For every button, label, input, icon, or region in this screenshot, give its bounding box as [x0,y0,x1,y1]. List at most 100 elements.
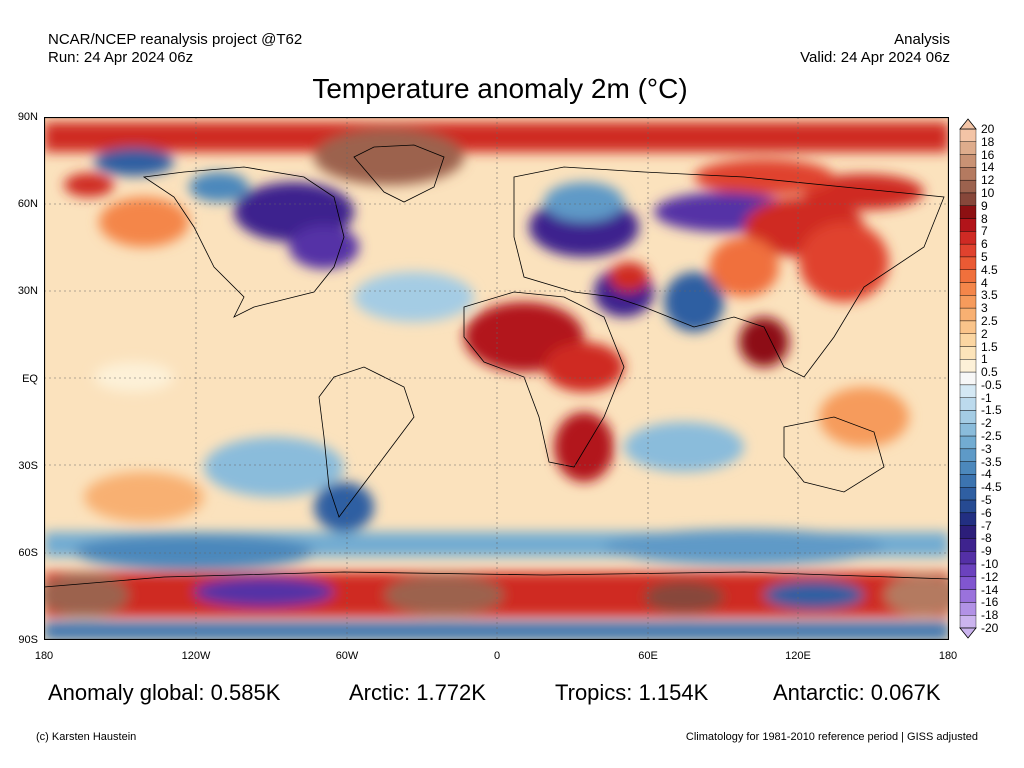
colorbar-cell [959,538,977,552]
colorbar-tick-label: -8 [981,531,992,546]
colorbar-tick-label: -10 [981,557,999,572]
colorbar-cell [959,589,977,603]
colorbar-cell [959,141,977,155]
lon-label-120w: 120W [181,650,211,662]
colorbar-tick-label: -7 [981,518,992,533]
colorbar-tick-label: 20 [981,122,995,136]
colorbar-tick-label: -14 [981,582,999,597]
colorbar-tick-label: -6 [981,505,992,520]
colorbar-cell [959,333,977,347]
colorbar-tick-label: -3.5 [981,454,1002,469]
product-type-label: Analysis [894,31,950,48]
lat-label-60s: 60S [18,547,38,559]
colorbar-tick-label: -4.5 [981,480,1002,495]
colorbar-tick-label: -1 [981,390,992,405]
colorbar-cell [959,243,977,258]
model-source-label: NCAR/NCEP reanalysis project @T62 [48,31,303,48]
lat-label-30s: 30S [18,460,38,472]
colorbar [959,118,977,639]
lon-label-60w: 60W [335,650,359,662]
lat-label-30n: 30N [17,285,38,297]
colorbar-cell [959,602,977,616]
colorbar-cell [959,192,977,206]
arctic-anomaly-stat: Arctic: 1.772K [349,680,486,705]
colorbar-cell [959,563,977,578]
colorbar-cell [959,487,977,501]
colorbar-tick-label: 18 [981,134,995,149]
colorbar-tick-label: 9 [981,198,988,213]
colorbar-tick-label: 8 [981,211,988,226]
colorbar-cell [959,525,977,539]
colorbar-tick-label: 4.5 [981,262,998,277]
colorbar-cell [959,397,977,411]
colorbar-bottom-arrow [959,627,977,639]
lat-label-90s: 90S [18,634,38,646]
colorbar-tick-label: -18 [981,608,999,623]
colorbar-cell [959,615,977,629]
colorbar-tick-label: -2.5 [981,429,1002,444]
colorbar-tick-label: -16 [981,595,999,610]
colorbar-cell [959,231,977,245]
colorbar-cell [959,320,977,334]
lat-label-90n: 90N [17,111,38,123]
colorbar-cell [959,512,977,526]
colorbar-tick-label: -3 [981,441,992,456]
global-anomaly-stat: Anomaly global: 0.585K [48,680,281,705]
tropics-anomaly-stat: Tropics: 1.154K [555,680,709,705]
colorbar-top-arrow [959,118,977,130]
colorbar-cell [959,282,977,296]
colorbar-cell [959,346,977,360]
colorbar-cell [959,423,977,437]
colorbar-tick-label: 3 [981,301,988,316]
lon-label-60e: 60E [638,650,658,662]
colorbar-cell [959,576,977,590]
colorbar-cell [959,307,977,322]
colorbar-tick-label: -12 [981,569,999,584]
lat-label-eq: EQ [22,373,38,385]
colorbar-tick-label: -4 [981,467,992,482]
colorbar-cell [959,461,977,475]
colorbar-tick-label: 7 [981,224,988,239]
lon-label-0: 0 [493,650,501,662]
colorbar-tick-label: -9 [981,544,992,559]
colorbar-cell [959,128,977,142]
colorbar-tick-label: 10 [981,185,995,200]
colorbar-cell [959,269,977,283]
colorbar-cell [959,474,977,488]
colorbar-cell [959,167,977,181]
map-frame [44,117,949,640]
colorbar-tick-label: 12 [981,173,995,188]
run-time-label: Run: 24 Apr 2024 06z [48,49,194,66]
map-title: Temperature anomaly 2m (°C) [312,73,688,104]
colorbar-tick-label: 3.5 [981,288,998,303]
colorbar-cell [959,359,977,373]
colorbar-tick-label: -0.5 [981,377,1002,392]
colorbar-tick-label: -20 [981,621,999,635]
colorbar-tick-label: -5 [981,493,992,508]
climatology-note: Climatology for 1981-2010 reference peri… [685,731,978,743]
colorbar-tick-label: 0.5 [981,365,998,380]
colorbar-cell [959,295,977,309]
lon-label-120e: 120E [785,650,811,662]
lon-label-180e: 180 [938,650,958,662]
lat-label-60n: 60N [17,198,38,210]
lon-label-180w: 180 [34,650,54,662]
colorbar-tick-label: 6 [981,237,988,252]
colorbar-tick-label: 1.5 [981,339,998,354]
coastlines [44,144,949,588]
colorbar-cell [959,256,977,270]
colorbar-tick-label: 4 [981,275,988,290]
colorbar-tick-label: 5 [981,249,988,264]
colorbar-tick-label: 2.5 [981,313,998,328]
colorbar-cell [959,435,977,450]
antarctic-anomaly-stat: Antarctic: 0.067K [773,680,941,705]
colorbar-cell [959,448,977,462]
colorbar-cell [959,410,977,424]
colorbar-cell [959,154,977,168]
colorbar-cell [959,551,977,565]
colorbar-cell [959,371,977,386]
colorbar-cell [959,179,977,194]
valid-time-label: Valid: 24 Apr 2024 06z [800,49,950,66]
colorbar-tick-label: 14 [981,160,995,175]
colorbar-cell [959,499,977,514]
